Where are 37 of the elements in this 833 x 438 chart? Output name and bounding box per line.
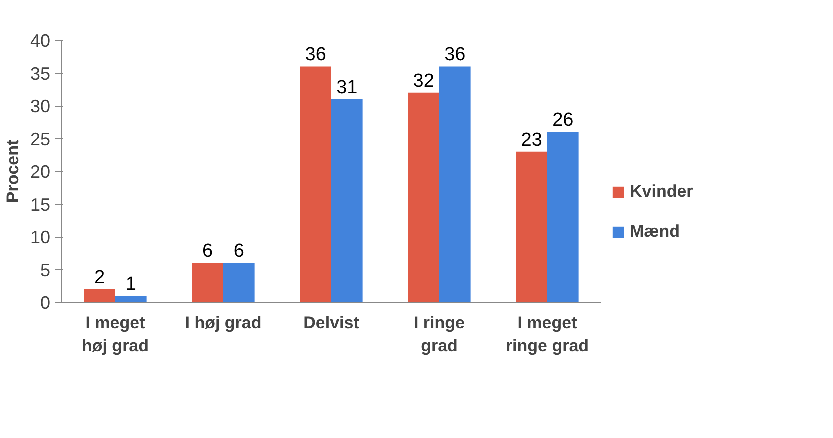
x-tick-label: I meget ringe grad	[506, 314, 590, 356]
data-label: 1	[126, 274, 136, 295]
bar	[116, 296, 147, 302]
data-label: 26	[552, 110, 574, 132]
data-label: 23	[521, 130, 542, 151]
x-tick-label: I meget høj grad	[82, 314, 150, 356]
y-axis-title: Procent	[3, 140, 22, 204]
data-label: 2	[94, 267, 106, 288]
bar	[224, 263, 255, 302]
y-tick-label: 25	[30, 129, 51, 150]
y-tick-label: 40	[30, 31, 51, 51]
x-tick-label: Delvist	[304, 314, 360, 332]
data-label: 6	[202, 241, 214, 262]
bar	[192, 263, 224, 302]
legend-label: Kvinder	[630, 182, 694, 202]
y-tick-label: 10	[30, 228, 51, 248]
x-tick-label: I ringe grad	[414, 314, 466, 356]
y-tick-label: 30	[30, 96, 51, 116]
y-tick-label: 15	[30, 194, 51, 215]
y-tick-label: 0	[40, 293, 51, 313]
data-label: 31	[336, 77, 358, 98]
bar	[300, 66, 332, 302]
y-tick-label: 20	[30, 162, 51, 182]
bar	[84, 289, 116, 302]
data-label: 36	[305, 44, 326, 66]
x-tick-label: I høj grad	[185, 314, 262, 332]
bar	[548, 132, 579, 302]
y-tick-label: 5	[40, 260, 51, 280]
data-label: 6	[234, 241, 244, 262]
data-label: 32	[413, 70, 434, 92]
bar	[408, 92, 440, 302]
bar	[332, 99, 363, 302]
legend-label: Mænd	[630, 222, 680, 242]
bar	[440, 66, 471, 302]
bar	[516, 152, 548, 302]
y-tick-label: 35	[30, 64, 51, 84]
data-label: 36	[444, 44, 466, 66]
